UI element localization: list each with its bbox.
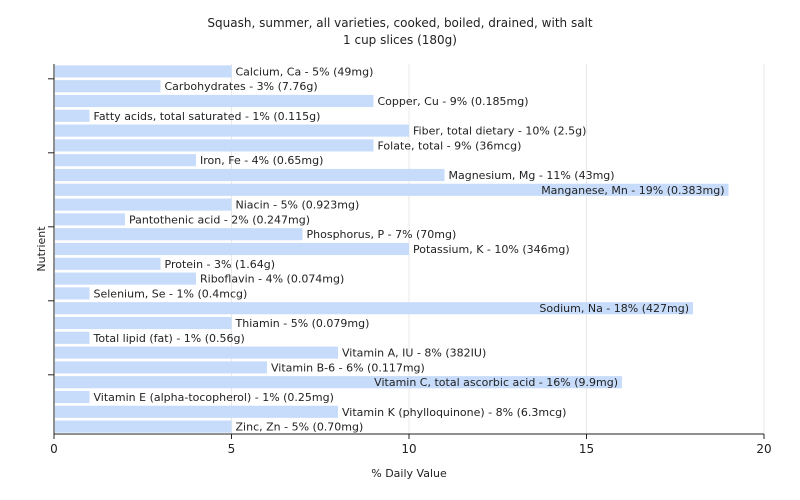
bars: Calcium, Ca - 5% (49mg) Carbohydrates - 3… [55,65,729,434]
bar [55,331,90,344]
y-axis-label: Nutrient [35,226,48,272]
bar [55,65,232,78]
bar-label: Carbohydrates - 3% (7.76g) [165,80,318,93]
x-tick-label: 5 [228,442,236,456]
bar-label: Vitamin E (alpha-tocopherol) - 1% (0.25m… [94,391,334,404]
bar [55,405,338,418]
bar [55,109,90,122]
bar [55,139,374,152]
bar [55,390,90,404]
bar-label: Vitamin K (phylloquinone) - 8% (6.3mcg) [342,406,566,419]
x-axis-label: % Daily Value [371,467,447,480]
chart-subtitle: 1 cup slices (180g) [343,33,457,47]
bar-label: Manganese, Mn - 19% (0.383mg) [541,184,724,197]
x-ticks: 0 5 10 15 20 [48,78,772,456]
x-tick-label: 15 [579,442,594,456]
bar [55,302,693,315]
chart-title: Squash, summer, all varieties, cooked, b… [207,16,592,30]
bar-label: Selenium, Se - 1% (0.4mcg) [94,287,248,300]
bar [55,183,729,196]
bar-label: Fiber, total dietary - 10% (2.5g) [413,125,586,138]
bar [55,94,374,108]
bar-label: Total lipid (fat) - 1% (0.56g) [93,332,245,345]
bar-label: Niacin - 5% (0.923mg) [236,199,360,212]
bar [55,316,232,330]
bar-label: Magnesium, Mg - 11% (43mg) [449,169,615,182]
bar-label: Protein - 3% (1.64g) [165,258,276,271]
x-tick-label: 20 [756,442,771,456]
bar-label: Potassium, K - 10% (346mg) [413,243,570,256]
bar-label: Fatty acids, total saturated - 1% (0.115… [94,110,321,123]
bar [55,272,196,285]
bar-label: Copper, Cu - 9% (0.185mg) [378,95,529,108]
bar-label: Riboflavin - 4% (0.074mg) [200,273,344,286]
x-tick-label: 10 [401,442,416,456]
bar [55,361,267,374]
bar [55,80,161,93]
bar-label: Folate, total - 9% (36mcg) [378,139,522,152]
x-tick-label: 0 [50,442,58,456]
bar-label: Iron, Fe - 4% (0.65mg) [200,154,323,167]
bar [55,346,338,359]
bar-label: Thiamin - 5% (0.079mg) [235,317,370,330]
bar [55,168,445,182]
bar [55,420,232,433]
bar [55,242,409,256]
bar-label: Zinc, Zn - 5% (0.70mg) [236,421,364,434]
bar [55,376,622,389]
bar-label: Sodium, Na - 18% (427mg) [539,302,689,315]
bar [55,287,90,300]
bar [55,154,196,167]
bar [55,257,161,270]
bar [55,213,125,226]
bar [55,198,232,211]
bar-label: Vitamin C, total ascorbic acid - 16% (9.… [374,376,618,389]
bar-label: Phosphorus, P - 7% (70mg) [307,228,457,241]
bar-label: Calcium, Ca - 5% (49mg) [236,65,374,78]
bar [55,228,303,241]
bar-label: Vitamin B-6 - 6% (0.117mg) [271,361,425,374]
bar-label: Vitamin A, IU - 8% (382IU) [342,347,486,360]
bar [55,124,409,137]
bar-label: Pantothenic acid - 2% (0.247mg) [129,213,310,226]
